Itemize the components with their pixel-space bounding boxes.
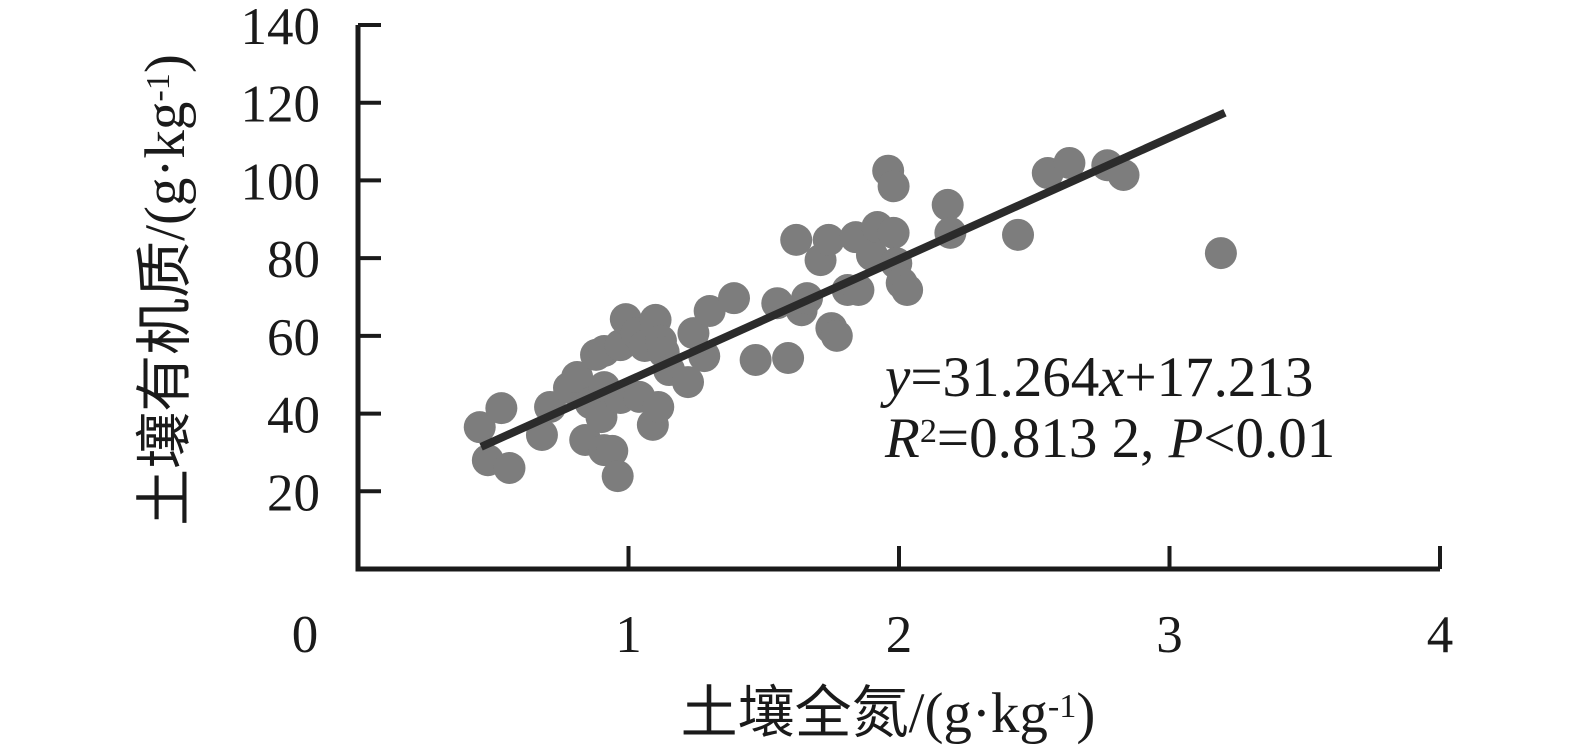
data-point xyxy=(485,392,518,425)
data-point xyxy=(463,411,496,444)
data-point xyxy=(931,188,964,221)
data-point xyxy=(672,366,705,399)
data-point xyxy=(855,239,888,272)
stats-r2-value: =0.813 2, xyxy=(936,406,1169,470)
data-point xyxy=(772,342,805,375)
equation-x-var: x xyxy=(1099,346,1125,409)
y-tick-label: 140 xyxy=(241,0,321,56)
x-axis-title-close-paren: ) xyxy=(1076,682,1096,745)
x-axis-title: 土壤全氮/(g·kg-1) xyxy=(681,667,1096,749)
regression-annotation: y=31.264x+17.213 R2=0.813 2, P<0.01 xyxy=(885,347,1335,469)
data-point xyxy=(596,434,629,467)
x-tick-label: 1 xyxy=(615,606,642,664)
trend-line xyxy=(479,109,1227,451)
data-point xyxy=(812,223,845,256)
data-point xyxy=(1053,146,1086,179)
data-point xyxy=(642,390,675,423)
y-tick-label: 80 xyxy=(267,231,320,289)
regression-stats: R2=0.813 2, P<0.01 xyxy=(885,408,1335,469)
data-point xyxy=(561,361,594,394)
data-point xyxy=(877,170,910,203)
y-tick-label: 120 xyxy=(241,76,321,134)
y-tick-label: 40 xyxy=(267,387,320,445)
data-point xyxy=(739,343,772,376)
axes xyxy=(355,23,1442,572)
y-axis-title: 土壤有机质/(g·kg-1) xyxy=(119,54,201,526)
x-axis-title-superscript: -1 xyxy=(1047,687,1077,725)
data-point xyxy=(891,274,924,307)
equation-slope-text: =31.264 xyxy=(910,346,1100,409)
stats-r-var: R xyxy=(885,406,920,470)
y-tick-label: 60 xyxy=(267,309,320,367)
y-axis-title-superscript: -1 xyxy=(139,73,177,102)
y-axis-title-close-paren: ) xyxy=(134,54,197,74)
y-tick-label: 100 xyxy=(241,153,321,211)
data-point xyxy=(780,223,813,256)
x-axis-title-text: 土壤全氮/(g·kg xyxy=(680,682,1048,745)
x-tick-label: 4 xyxy=(1427,606,1454,664)
data-point xyxy=(820,319,853,352)
regression-equation: y=31.264x+17.213 xyxy=(885,347,1335,408)
data-point xyxy=(1107,158,1140,191)
data-point xyxy=(1002,218,1035,251)
stats-p-var: P xyxy=(1168,406,1204,470)
data-point xyxy=(493,451,526,484)
equation-intercept-text: +17.213 xyxy=(1124,346,1314,409)
y-axis-title-text: 土壤有机质/(g·kg xyxy=(134,101,197,526)
data-point xyxy=(877,216,910,249)
equation-y-var: y xyxy=(885,346,911,409)
data-point xyxy=(693,294,726,327)
data-point xyxy=(1204,237,1237,270)
data-point xyxy=(601,460,634,493)
stats-p-value: <0.01 xyxy=(1203,406,1336,470)
tick-labels: 20 40 60 80 100 120 140 0 1 2 3 4 xyxy=(241,0,1454,664)
stats-r-superscript: 2 xyxy=(919,412,937,450)
trendline-layer xyxy=(479,109,1227,451)
x-tick-label: 0 xyxy=(292,606,319,664)
x-tick-label: 3 xyxy=(1156,606,1183,664)
y-tick-label: 20 xyxy=(267,464,320,522)
x-tick-label: 2 xyxy=(886,606,913,664)
data-point xyxy=(717,282,750,315)
